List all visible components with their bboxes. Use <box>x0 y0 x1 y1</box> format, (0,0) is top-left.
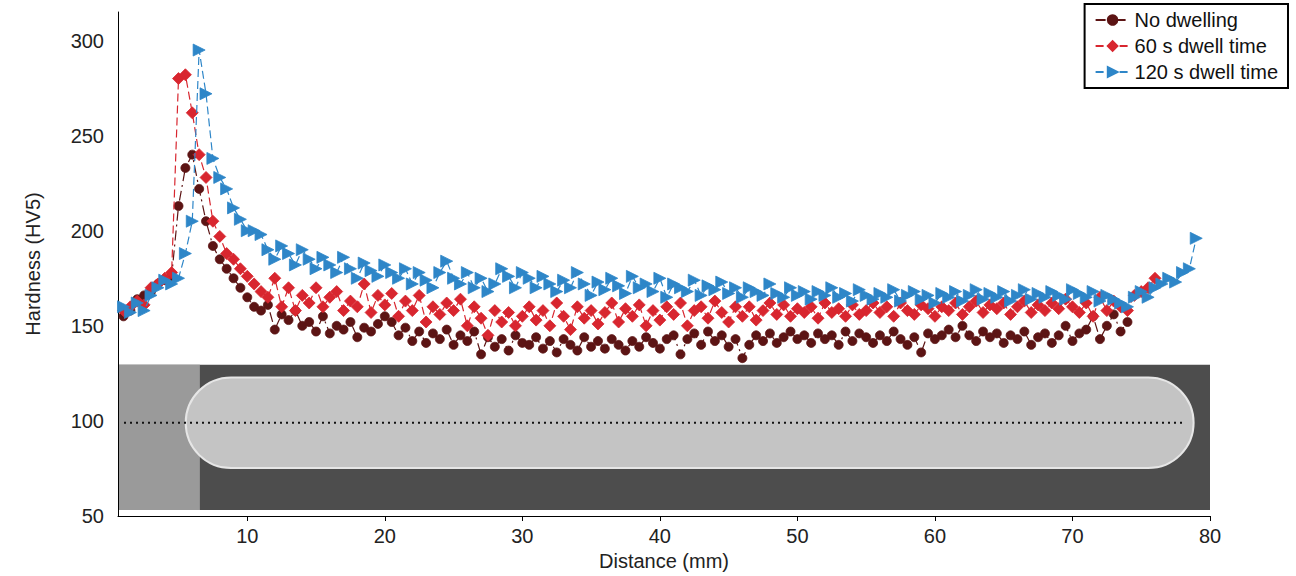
svg-text:Distance (mm): Distance (mm) <box>599 550 729 572</box>
svg-text:60: 60 <box>924 525 946 547</box>
svg-text:50: 50 <box>82 505 104 527</box>
svg-text:80: 80 <box>1199 525 1221 547</box>
svg-text:150: 150 <box>71 315 104 337</box>
svg-text:20: 20 <box>374 525 396 547</box>
svg-text:120 s dwell time: 120 s dwell time <box>1135 61 1278 83</box>
svg-text:60 s dwell time: 60 s dwell time <box>1135 35 1267 57</box>
svg-text:200: 200 <box>71 220 104 242</box>
svg-text:250: 250 <box>71 125 104 147</box>
svg-text:100: 100 <box>71 410 104 432</box>
svg-text:30: 30 <box>511 525 533 547</box>
svg-text:40: 40 <box>649 525 671 547</box>
svg-text:No dwelling: No dwelling <box>1135 9 1238 31</box>
svg-text:300: 300 <box>71 30 104 52</box>
svg-text:10: 10 <box>236 525 258 547</box>
svg-text:50: 50 <box>786 525 808 547</box>
svg-text:70: 70 <box>1061 525 1083 547</box>
svg-text:Hardness (HV5): Hardness (HV5) <box>22 192 44 335</box>
